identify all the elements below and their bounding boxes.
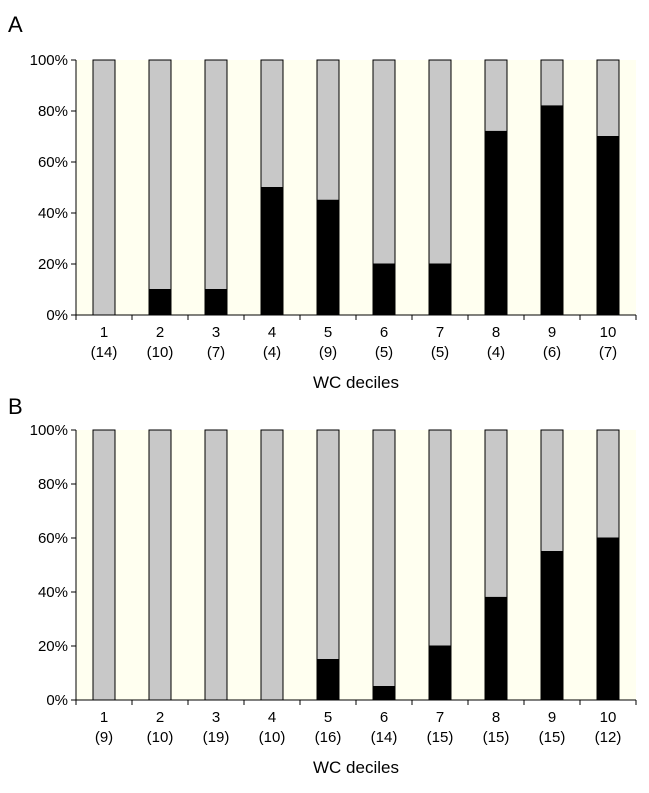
bar-segment-light-8 — [484, 429, 508, 598]
x-tick-label: 6 — [380, 324, 388, 341]
x-tick-label: 4 — [268, 324, 276, 341]
x-count-label: (4) — [263, 344, 281, 361]
x-tick-label: 7 — [436, 709, 444, 726]
bar-segment-dark-9 — [540, 551, 564, 701]
bar-segment-dark-10 — [596, 537, 620, 701]
x-tick-label: 1 — [100, 709, 108, 726]
x-tick-label: 8 — [492, 709, 500, 726]
x-count-label: (19) — [203, 729, 230, 746]
x-tick-label: 2 — [156, 709, 164, 726]
bar-segment-light-5 — [316, 429, 340, 660]
bar-segment-dark-7 — [428, 645, 452, 701]
y-tick-label: 40% — [38, 205, 68, 222]
chart-a-svg: 1 (14) 2 (10) 3 (7) 4 (4) 5 (9) 6 (5) 7 (5) 8 (4) 9 (6) 10… — [30, 52, 637, 392]
x-count-label: (15) — [483, 729, 510, 746]
bar-segment-dark-5 — [316, 659, 340, 701]
x-tick-label: 5 — [324, 324, 332, 341]
bar-segment-light-9 — [540, 429, 564, 552]
x-count-label: (7) — [599, 344, 617, 361]
x-tick-label: 3 — [212, 324, 220, 341]
bar-segment-light-4 — [260, 429, 284, 701]
x-tick-label: 7 — [436, 324, 444, 341]
x-tick-label: 2 — [156, 324, 164, 341]
x-axis-label: WC deciles — [313, 373, 399, 392]
x-tick-label: 10 — [600, 324, 617, 341]
bar-segment-dark-3 — [204, 289, 228, 316]
bar-segment-light-10 — [596, 59, 620, 137]
x-tick-label: 6 — [380, 709, 388, 726]
bar-segment-light-2 — [148, 429, 172, 701]
bar-segment-light-4 — [260, 59, 284, 188]
bar-segment-dark-5 — [316, 199, 340, 316]
bar-segment-light-7 — [428, 59, 452, 265]
bar-segment-dark-9 — [540, 105, 564, 316]
x-count-label: (16) — [315, 729, 342, 746]
bar-segment-light-3 — [204, 59, 228, 290]
bar-segment-light-9 — [540, 59, 564, 107]
chart-panel-b: B 1 (9) 2 (10) 3 (19) 4 (10) 5 (16) 6 (14) 7 (15) 8 (15… — [0, 394, 649, 793]
x-count-label: (15) — [427, 729, 454, 746]
bar-segment-dark-10 — [596, 136, 620, 316]
y-tick-label: 60% — [38, 154, 68, 171]
bar-segment-light-5 — [316, 59, 340, 201]
bar-segment-dark-8 — [484, 130, 508, 316]
bar-segment-light-2 — [148, 59, 172, 290]
x-count-label: (10) — [259, 729, 286, 746]
x-count-label: (10) — [147, 344, 174, 361]
bar-segment-dark-2 — [148, 289, 172, 316]
y-tick-label: 20% — [38, 256, 68, 273]
bar-segment-dark-6 — [372, 263, 396, 316]
x-tick-label: 4 — [268, 709, 276, 726]
y-tick-label: 0% — [46, 692, 68, 709]
bar-segment-dark-4 — [260, 187, 284, 316]
bar-segment-dark-8 — [484, 596, 508, 701]
bar-segment-light-6 — [372, 429, 396, 687]
y-tick-label: 20% — [38, 638, 68, 655]
bar-segment-light-1 — [92, 59, 116, 316]
bar-segment-light-1 — [92, 429, 116, 701]
bar-segment-dark-7 — [428, 263, 452, 316]
panel-label-a: A — [8, 12, 23, 37]
x-count-label: (6) — [543, 344, 561, 361]
bar-segment-dark-6 — [372, 686, 396, 701]
y-tick-label: 80% — [38, 476, 68, 493]
x-count-label: (9) — [95, 729, 113, 746]
x-tick-label: 10 — [600, 709, 617, 726]
y-tick-label: 60% — [38, 530, 68, 547]
y-tick-label: 100% — [30, 422, 68, 439]
x-count-label: (7) — [207, 344, 225, 361]
bar-segment-light-10 — [596, 429, 620, 539]
x-count-label: (15) — [539, 729, 566, 746]
x-tick-label: 1 — [100, 324, 108, 341]
x-count-label: (14) — [371, 729, 398, 746]
x-count-label: (5) — [431, 344, 449, 361]
x-tick-label: 5 — [324, 709, 332, 726]
x-count-label: (4) — [487, 344, 505, 361]
y-tick-label: 80% — [38, 103, 68, 120]
x-axis-label: WC deciles — [313, 758, 399, 777]
x-tick-label: 9 — [548, 709, 556, 726]
bar-segment-light-6 — [372, 59, 396, 265]
x-count-label: (5) — [375, 344, 393, 361]
y-tick-label: 40% — [38, 584, 68, 601]
y-tick-label: 100% — [30, 52, 68, 69]
chart-b-svg: 1 (9) 2 (10) 3 (19) 4 (10) 5 (16) 6 (14) 7 (15) 8 (15) 9… — [30, 422, 637, 777]
panel-label-b: B — [8, 394, 23, 419]
chart-panel-a: A 1 (14) 2 (10) 3 (7) 4 (4) 5 (9) 6 (5) 7 (5) 8 (4) 9 (6)… — [8, 12, 637, 392]
x-count-label: (9) — [319, 344, 337, 361]
x-count-label: (10) — [147, 729, 174, 746]
bar-segment-light-7 — [428, 429, 452, 647]
x-count-label: (14) — [91, 344, 118, 361]
y-tick-label: 0% — [46, 307, 68, 324]
x-count-label: (12) — [595, 729, 622, 746]
bar-segment-light-8 — [484, 59, 508, 132]
x-tick-label: 9 — [548, 324, 556, 341]
bar-segment-light-3 — [204, 429, 228, 701]
x-tick-label: 3 — [212, 709, 220, 726]
x-tick-label: 8 — [492, 324, 500, 341]
